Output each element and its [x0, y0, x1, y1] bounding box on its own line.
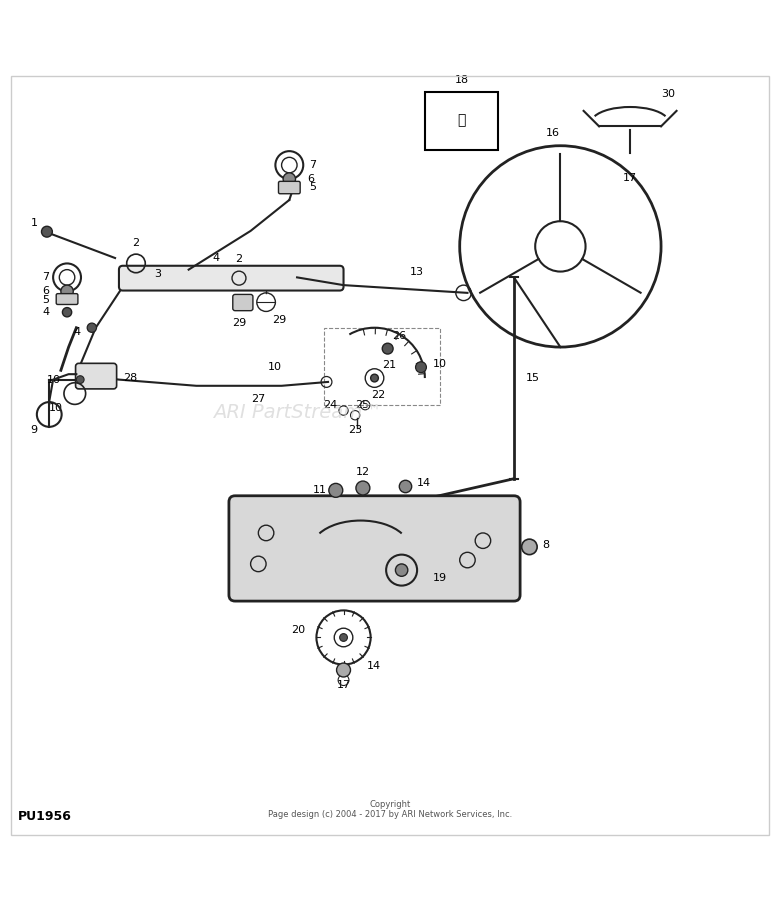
Text: 2: 2 [133, 238, 140, 248]
Text: 20: 20 [291, 625, 305, 635]
Text: 19: 19 [433, 573, 447, 583]
Text: 10: 10 [433, 359, 447, 369]
Circle shape [356, 481, 370, 495]
Text: 6: 6 [307, 174, 314, 184]
FancyBboxPatch shape [56, 293, 78, 304]
Text: 4: 4 [212, 253, 219, 263]
Text: 5: 5 [310, 182, 317, 192]
Bar [324, 328, 441, 405]
Text: 18: 18 [455, 76, 469, 86]
Text: 16: 16 [546, 128, 559, 138]
Circle shape [336, 663, 350, 677]
Text: 24: 24 [323, 400, 337, 410]
Circle shape [382, 343, 393, 354]
Text: 30: 30 [661, 89, 675, 99]
Circle shape [41, 226, 52, 237]
Text: 27: 27 [251, 394, 265, 404]
Text: 2: 2 [236, 254, 243, 264]
Text: 21: 21 [382, 361, 396, 370]
Text: 🔧: 🔧 [457, 114, 466, 128]
Circle shape [339, 634, 347, 641]
Circle shape [329, 484, 342, 497]
Circle shape [399, 480, 412, 493]
Text: 11: 11 [313, 486, 327, 496]
Text: 14: 14 [417, 478, 431, 488]
Circle shape [87, 323, 97, 333]
Text: 14: 14 [367, 660, 381, 670]
Circle shape [76, 375, 84, 384]
Circle shape [61, 285, 73, 298]
Circle shape [62, 308, 72, 317]
Circle shape [283, 173, 296, 185]
Text: 10: 10 [47, 374, 61, 384]
Text: 6: 6 [42, 286, 49, 296]
Circle shape [416, 362, 427, 373]
Text: 8: 8 [543, 539, 550, 549]
FancyBboxPatch shape [232, 294, 253, 311]
Text: 1: 1 [30, 218, 37, 228]
Text: 5: 5 [42, 295, 49, 305]
Text: 26: 26 [392, 331, 406, 341]
Text: 17: 17 [623, 173, 637, 183]
Text: 9: 9 [30, 425, 37, 435]
Text: 22: 22 [370, 390, 385, 400]
Text: 29: 29 [232, 318, 246, 328]
Circle shape [522, 539, 537, 555]
Text: 4: 4 [73, 326, 80, 336]
Text: 28: 28 [122, 374, 137, 383]
Text: PU1956: PU1956 [18, 811, 72, 824]
Text: 4: 4 [42, 307, 49, 317]
Text: 17: 17 [336, 681, 350, 691]
Bar [425, 91, 498, 149]
FancyBboxPatch shape [76, 363, 117, 389]
Text: 15: 15 [526, 374, 540, 383]
Text: Copyright
Page design (c) 2004 - 2017 by ARI Network Services, Inc.: Copyright Page design (c) 2004 - 2017 by… [268, 800, 512, 820]
Circle shape [370, 374, 378, 382]
Text: 10: 10 [268, 363, 282, 373]
Text: 25: 25 [355, 400, 369, 410]
Text: 29: 29 [272, 314, 286, 324]
FancyBboxPatch shape [278, 181, 300, 194]
Text: 23: 23 [348, 425, 362, 435]
Circle shape [395, 564, 408, 577]
Text: 13: 13 [410, 267, 424, 277]
Text: 12: 12 [356, 467, 370, 477]
FancyBboxPatch shape [119, 266, 343, 291]
Text: 7: 7 [309, 160, 316, 170]
Text: 3: 3 [154, 269, 161, 279]
Text: ARI PartStream™: ARI PartStream™ [213, 404, 381, 423]
Text: 10: 10 [49, 403, 63, 413]
FancyBboxPatch shape [229, 496, 520, 601]
Text: 7: 7 [42, 272, 49, 282]
